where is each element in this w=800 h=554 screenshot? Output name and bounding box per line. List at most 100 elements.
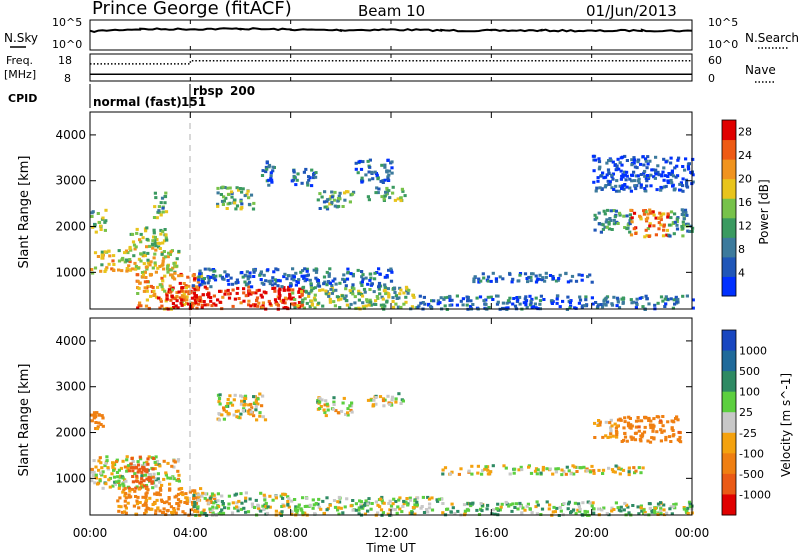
power-cell-13 [385,188,389,192]
power-cell-7 [207,267,211,271]
velocity-cell-5 [357,508,361,512]
velocity-cell-5 [426,495,430,499]
velocity-cell-4 [286,500,290,503]
velocity-cell-7 [224,404,229,408]
power-cell-1 [110,267,114,271]
velocity-cell-5 [294,508,298,512]
power-cell-2 [132,243,137,247]
velocity-cell-5 [402,499,406,503]
velocity-cell-5 [325,508,329,512]
velocity-cell-4 [287,505,291,509]
power-cell-18 [691,226,695,230]
velocity-cell-4 [217,512,221,516]
power-cell-5 [195,285,199,289]
power-cell-7 [206,281,210,285]
velocity-cell-6 [507,504,511,508]
velocity-cell-5 [301,496,305,500]
power-cell-2 [161,241,165,245]
power-ytick-label: 3000 [55,174,86,188]
velocity-cell-3 [123,510,127,514]
velocity-cell-10 [513,467,517,471]
velocity-cell-6 [450,502,454,506]
power-cell-16 [612,222,616,226]
power-colorbar-swatch [722,178,736,199]
velocity-cell-5 [426,510,430,514]
velocity-cell-5 [392,497,396,501]
cpid-label: CPID [8,92,37,105]
velocity-cell-5 [419,506,423,510]
velocity-cell-6 [578,509,582,513]
power-cell-7 [211,268,216,271]
velocity-cell-6 [490,512,494,516]
velocity-cell-5 [425,508,429,511]
power-cell-0 [99,228,103,231]
power-cell-6 [414,306,418,310]
power-cell-14 [578,295,582,299]
velocity-cell-0 [94,473,98,477]
power-cell-5 [194,295,198,299]
power-cell-6 [365,299,369,303]
x-axis-title: Time UT [365,541,416,554]
power-cell-14 [594,301,598,304]
power-cell-11 [320,195,324,199]
power-cell-6 [404,285,409,289]
velocity-colorbar-swatch [722,412,736,434]
power-cell-7 [276,284,280,288]
velocity-cell-11 [677,430,681,434]
power-cell-16 [593,213,597,217]
power-cell-7 [360,284,364,287]
power-cell-7 [373,271,377,275]
power-cell-6 [387,295,391,299]
velocity-cell-6 [496,502,500,506]
power-cell-5 [259,293,263,297]
power-cell-19 [679,181,683,185]
noise-left-tick-high: 10^5 [52,16,82,29]
power-cell-14 [615,296,620,300]
power-cell-6 [310,299,314,303]
power-cell-12 [387,169,392,173]
velocity-cell-9 [394,397,398,401]
power-cell-5 [282,298,286,302]
power-cell-4 [185,295,189,299]
velocity-cell-11 [627,415,631,419]
power-cell-3 [160,196,165,200]
velocity-cell-3 [177,504,181,508]
velocity-cell-5 [294,505,298,509]
velocity-cell-3 [157,491,161,495]
power-cell-4 [171,276,175,280]
power-cell-14 [529,299,533,303]
velocity-cell-4 [231,501,235,505]
velocity-cell-5 [354,502,358,506]
power-cell-19 [625,170,629,174]
velocity-cell-7 [233,393,237,397]
power-cell-17 [629,208,633,212]
velocity-cell-11 [629,435,633,439]
velocity-cell-10 [529,471,534,475]
velocity-cell-4 [263,495,267,499]
velocity-cell-5 [400,510,404,514]
power-cell-6 [293,298,297,301]
power-cell-1 [136,266,141,270]
velocity-cell-7 [252,401,257,405]
power-cell-5 [185,298,189,302]
velocity-cell-6 [592,511,596,515]
power-cell-19 [614,189,619,193]
power-cell-16 [609,219,613,222]
power-cell-8 [219,193,223,196]
velocity-cell-10 [575,470,579,473]
power-cell-12 [387,179,391,182]
power-cell-5 [297,301,302,304]
power-cell-4 [191,303,195,307]
velocity-cell-3 [117,509,121,513]
velocity-cell-7 [220,413,224,417]
velocity-cell-4 [286,503,290,507]
power-cell-19 [632,156,636,160]
power-cell-15 [472,280,476,284]
velocity-cell-0 [119,466,123,470]
power-cell-19 [650,168,654,172]
velocity-cell-12 [614,426,618,430]
power-cell-15 [526,280,530,284]
power-cell-7 [309,282,313,286]
power-cell-2 [153,239,157,243]
velocity-cell-0 [125,455,129,459]
